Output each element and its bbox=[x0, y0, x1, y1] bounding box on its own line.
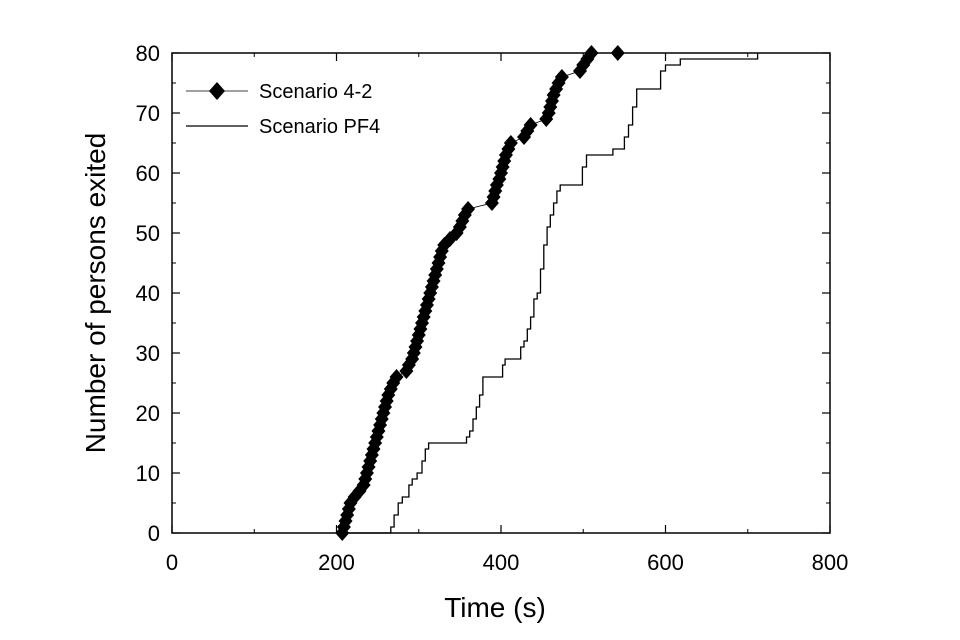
series-layer bbox=[335, 45, 759, 541]
y-tick-label: 10 bbox=[136, 461, 160, 486]
y-tick-label: 30 bbox=[136, 341, 160, 366]
legend-label-scenario-4-2: Scenario 4-2 bbox=[259, 81, 372, 103]
x-tick-label: 0 bbox=[166, 550, 178, 575]
x-axis-ticks: 0 200 400 600 800 bbox=[166, 53, 848, 575]
point-scenario-4-2 bbox=[389, 369, 404, 385]
y-tick-label: 20 bbox=[136, 401, 160, 426]
point-scenario-4-2 bbox=[584, 45, 599, 61]
x-tick-label: 600 bbox=[647, 550, 684, 575]
point-scenario-4-2 bbox=[503, 135, 518, 151]
y-axis-title: Number of persons exited bbox=[80, 133, 111, 454]
x-tick-label: 800 bbox=[812, 550, 849, 575]
point-scenario-4-2 bbox=[501, 141, 516, 157]
legend-marker-scenario-4-2 bbox=[209, 82, 225, 100]
series-line-scenario-pf4 bbox=[336, 53, 759, 534]
x-axis-title: Time (s) bbox=[444, 592, 546, 623]
series-line-scenario-4-2 bbox=[341, 52, 618, 534]
y-tick-label: 40 bbox=[136, 281, 160, 306]
x-tick-label: 400 bbox=[483, 550, 520, 575]
y-tick-label: 0 bbox=[148, 521, 160, 546]
y-tick-label: 70 bbox=[136, 101, 160, 126]
point-scenario-4-2 bbox=[461, 201, 476, 217]
x-tick-label: 200 bbox=[318, 550, 355, 575]
point-scenario-4-2 bbox=[610, 45, 625, 61]
legend-label-scenario-pf4: Scenario PF4 bbox=[259, 116, 380, 138]
y-tick-label: 60 bbox=[136, 161, 160, 186]
y-axis-ticks: 0 10 20 30 40 50 60 70 80 bbox=[136, 41, 830, 546]
point-scenario-4-2 bbox=[523, 117, 538, 133]
y-tick-label: 80 bbox=[136, 41, 160, 66]
point-scenario-4-2 bbox=[554, 69, 569, 85]
legend: Scenario 4-2 Scenario PF4 bbox=[186, 81, 380, 138]
y-tick-label: 50 bbox=[136, 221, 160, 246]
